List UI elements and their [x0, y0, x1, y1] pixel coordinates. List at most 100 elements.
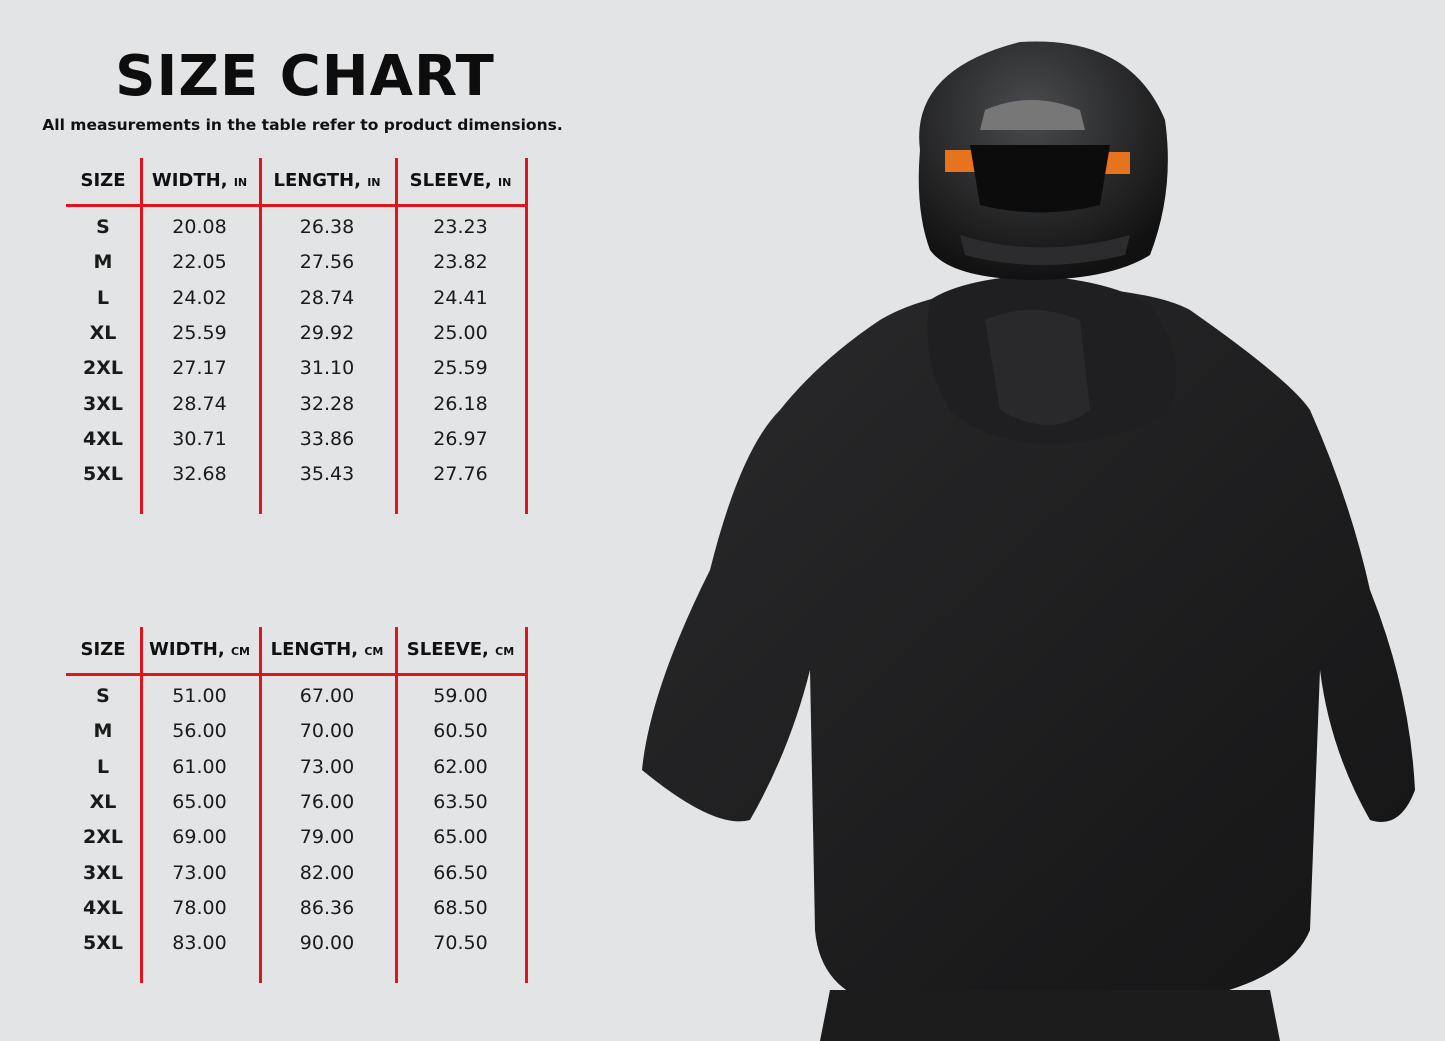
size-label: 5XL — [83, 932, 123, 955]
measurement-cell: 28.74 — [299, 286, 355, 309]
measurement-cell: 27.56 — [299, 251, 355, 274]
measurement-cell: 27.76 — [433, 463, 488, 486]
column-header-label: SIZE — [80, 639, 126, 660]
measurement-cell: 28.74 — [172, 392, 227, 415]
size-table-inches: SIZE WIDTH, IN LENGTH, IN SLEEVE, IN S 20.08 2… — [66, 158, 528, 514]
column-header-unit: CM — [364, 645, 384, 658]
size-label: M — [93, 720, 113, 743]
measurement-cell: 32.28 — [299, 392, 355, 415]
measurement-cell: 60.50 — [433, 720, 488, 743]
size-label: 2XL — [83, 826, 123, 849]
size-table-cm: SIZE WIDTH, CM LENGTH, CM SLEEVE, CM S 51.00 6… — [66, 627, 528, 983]
size-label: M — [93, 251, 113, 274]
measurement-cell: 78.00 — [172, 896, 227, 919]
column-header: LENGTH, CM — [259, 639, 395, 660]
measurement-cell: 31.10 — [299, 357, 355, 380]
column-header-unit: CM — [230, 645, 250, 658]
size-label: XL — [89, 790, 117, 813]
header-divider — [66, 673, 528, 676]
column-divider — [259, 627, 262, 983]
column-header: SLEEVE, CM — [395, 639, 526, 660]
measurement-cell: 68.50 — [433, 896, 488, 919]
column-header-unit: IN — [367, 176, 381, 189]
measurement-cell: 90.00 — [299, 932, 355, 955]
measurement-cell: 83.00 — [172, 932, 227, 955]
measurement-cell: 51.00 — [172, 685, 227, 707]
measurement-cell: 27.17 — [172, 357, 227, 380]
column-header: WIDTH, CM — [140, 639, 259, 660]
measurement-cell: 65.00 — [172, 790, 227, 813]
subtitle: All measurements in the table refer to p… — [42, 116, 563, 134]
column-header: SIZE — [66, 170, 140, 191]
column-divider — [140, 627, 143, 983]
measurement-cell: 67.00 — [299, 685, 355, 707]
column-header-unit: IN — [233, 176, 248, 189]
column-header-label: SLEEVE, — [409, 170, 492, 191]
measurement-cell: 26.18 — [433, 392, 488, 415]
header-divider — [66, 204, 528, 207]
measurement-cell: 23.23 — [433, 216, 488, 238]
column-divider — [140, 158, 143, 514]
measurement-cell: 63.50 — [433, 790, 488, 813]
measurement-cell: 22.05 — [172, 251, 227, 274]
measurement-cell: 70.00 — [299, 720, 355, 743]
column-header-label: WIDTH, — [149, 639, 225, 660]
size-label: L — [96, 755, 110, 778]
measurement-cell: 59.00 — [433, 685, 488, 707]
measurement-cell: 29.92 — [299, 321, 355, 344]
measurement-cell: 76.00 — [299, 790, 355, 813]
column-header-label: SIZE — [80, 170, 126, 191]
measurement-cell: 25.59 — [433, 357, 488, 380]
measurement-cell: 69.00 — [172, 826, 227, 849]
measurement-cell: 25.00 — [433, 321, 488, 344]
column-header: SLEEVE, IN — [395, 170, 526, 191]
column-divider — [259, 158, 262, 514]
measurement-cell: 32.68 — [172, 463, 227, 486]
measurement-cell: 62.00 — [433, 755, 488, 778]
page-title: SIZE CHART — [115, 44, 495, 109]
column-header-label: LENGTH, — [270, 639, 359, 660]
measurement-cell: 73.00 — [299, 755, 355, 778]
size-label: S — [96, 685, 110, 707]
measurement-cell: 56.00 — [172, 720, 227, 743]
measurement-cell: 61.00 — [172, 755, 227, 778]
column-divider — [525, 627, 528, 983]
measurement-cell: 23.82 — [433, 251, 488, 274]
column-header: LENGTH, IN — [259, 170, 395, 191]
measurement-cell: 26.97 — [433, 427, 488, 450]
size-label: 4XL — [83, 896, 123, 919]
measurement-cell: 70.50 — [433, 932, 488, 955]
size-label: L — [96, 286, 110, 309]
column-header-unit: IN — [498, 176, 512, 189]
measurement-cell: 24.02 — [172, 286, 227, 309]
model-photo — [642, 41, 1415, 1041]
size-label: 3XL — [83, 392, 123, 415]
column-header-label: SLEEVE, — [406, 639, 489, 660]
measurement-cell: 73.00 — [172, 861, 227, 884]
column-header: SIZE — [66, 639, 140, 660]
column-divider — [525, 158, 528, 514]
measurement-cell: 79.00 — [299, 826, 355, 849]
column-header-label: WIDTH, — [151, 170, 228, 191]
column-header: WIDTH, IN — [140, 170, 259, 191]
size-label: 2XL — [83, 357, 123, 380]
column-divider — [395, 158, 398, 514]
measurement-cell: 26.38 — [299, 216, 355, 238]
column-divider — [395, 627, 398, 983]
size-label: S — [96, 216, 110, 238]
measurement-cell: 82.00 — [299, 861, 355, 884]
measurement-cell: 86.36 — [299, 896, 355, 919]
measurement-cell: 66.50 — [433, 861, 488, 884]
column-header-label: LENGTH, — [273, 170, 361, 191]
measurement-cell: 35.43 — [299, 463, 355, 486]
size-label: XL — [89, 321, 117, 344]
measurement-cell: 24.41 — [433, 286, 488, 309]
measurement-cell: 33.86 — [299, 427, 355, 450]
pants — [820, 990, 1280, 1041]
measurement-cell: 30.71 — [172, 427, 227, 450]
measurement-cell: 65.00 — [433, 826, 488, 849]
size-label: 4XL — [83, 427, 123, 450]
size-label: 5XL — [83, 463, 123, 486]
hoodie-body — [642, 285, 1415, 1005]
column-header-unit: CM — [495, 645, 515, 658]
